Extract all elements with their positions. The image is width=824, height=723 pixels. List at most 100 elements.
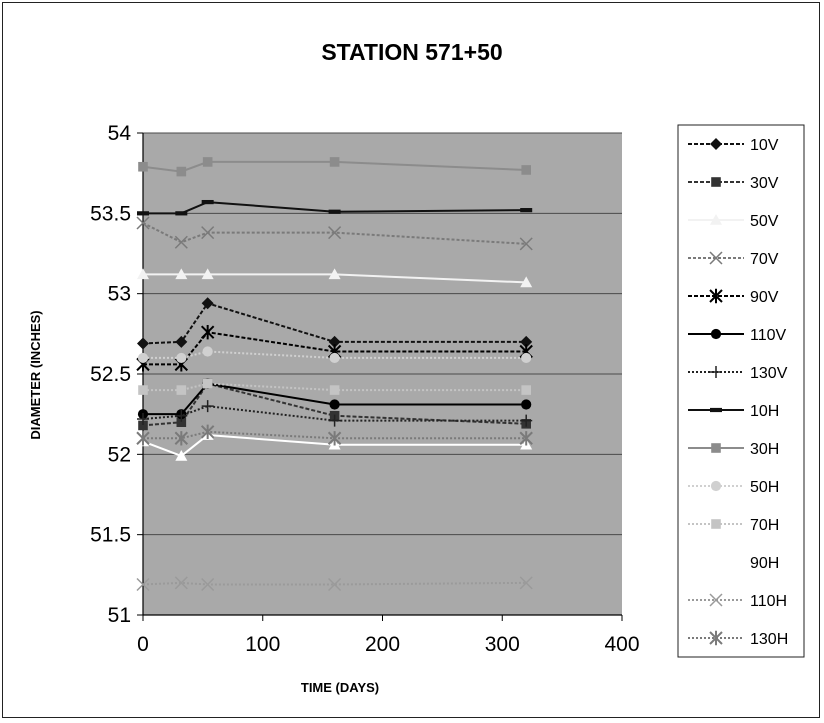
data-point-50v: [328, 268, 341, 280]
chart-title: STATION 571+50: [321, 39, 502, 65]
axes: 51 51.5 52 52.5 53 53.5 54 0 100 200 300 400: [90, 122, 639, 656]
legend-item-70v: 70V: [688, 251, 779, 268]
series-10h: [137, 199, 533, 216]
data-point-130h: [136, 431, 150, 446]
data-point-10v: [201, 297, 214, 310]
y-tick-label: 53: [108, 283, 131, 306]
legend-label-90v: 90V: [750, 289, 779, 306]
legend-label-130h: 130H: [750, 631, 788, 648]
data-point-50v: [137, 268, 149, 280]
data-point-90v: [200, 325, 215, 340]
legend-swatch-marker: [710, 366, 722, 378]
data-point-10v: [328, 335, 341, 348]
data-point-130h: [519, 431, 533, 446]
y-tick-label: 51: [108, 604, 131, 627]
legend-item-90v: 90V: [688, 288, 779, 306]
data-point-70v: [201, 226, 215, 240]
data-point-130h: [200, 424, 215, 440]
data-point-130v: [328, 414, 341, 427]
legend-label-50v: 50V: [750, 213, 779, 230]
data-point-50h: [202, 346, 213, 357]
data-point-70h: [138, 385, 148, 395]
x-tick-label: 200: [365, 633, 400, 656]
legend-swatch-marker: [710, 480, 722, 492]
series-line-130v: [142, 405, 527, 422]
series-layer: [136, 157, 533, 592]
data-point-130v: [137, 412, 149, 425]
data-point-70v: [174, 235, 188, 249]
series-70h: [138, 378, 531, 395]
data-point-30h: [521, 165, 531, 175]
x-tick-label: 0: [137, 633, 149, 656]
legend-item-110h: 110H: [688, 593, 787, 610]
legend-label-30h: 30H: [750, 441, 779, 458]
legend-item-70h: 70H: [688, 517, 779, 534]
x-tick-label: 100: [245, 633, 280, 656]
legend-swatch-marker: [711, 443, 721, 453]
legend-swatch-marker: [711, 177, 721, 187]
legend-swatch-marker: [709, 288, 723, 304]
data-point-70v: [328, 226, 342, 240]
legend-label-70v: 70V: [750, 251, 779, 268]
data-point-30h: [138, 161, 148, 172]
data-point-30h: [329, 157, 340, 167]
legend-label-110h: 110H: [750, 593, 787, 610]
data-point-30v: [138, 420, 148, 431]
series-130v: [137, 400, 533, 427]
data-point-130h: [174, 431, 189, 446]
data-point-50h: [176, 352, 187, 364]
legend-item-130h: 130H: [688, 630, 788, 648]
legend-swatch-marker: [711, 519, 721, 529]
x-tick-label: 300: [485, 633, 520, 656]
data-point-110v: [521, 399, 532, 410]
legend-box: [677, 124, 805, 658]
y-tick-label: 53.5: [90, 202, 131, 225]
data-point-50h: [329, 352, 340, 364]
legend-swatch-marker: [710, 556, 722, 567]
y-tick-label: 54: [108, 122, 132, 145]
legend-item-30h: 30H: [688, 441, 779, 458]
data-point-70v: [519, 237, 533, 251]
data-point-10h: [328, 209, 341, 214]
legend-item-10h: 10H: [688, 403, 779, 420]
data-point-110h: [519, 576, 533, 590]
legend-item-10v: 10V: [688, 137, 779, 154]
legend-swatch-marker: [710, 328, 722, 340]
data-point-10v: [175, 335, 188, 348]
series-90v: [136, 325, 533, 372]
data-point-50v: [201, 268, 214, 280]
data-point-110h: [136, 577, 150, 592]
legend-label-10v: 10V: [750, 137, 779, 154]
legend-swatch-marker: [709, 251, 723, 265]
legend: 10V 30V 50V 70V 90V 110V 130V 10H 30H 50H 70H 90H 11…: [677, 124, 805, 658]
legend-swatch-marker: [710, 214, 722, 225]
data-point-110h: [201, 577, 215, 592]
data-point-10v: [520, 335, 533, 348]
data-point-10h: [520, 208, 533, 213]
data-point-10h: [137, 211, 149, 216]
data-point-70h: [176, 385, 187, 395]
legend-label-30v: 30V: [750, 175, 779, 192]
data-point-70h: [202, 378, 213, 389]
series-110h: [136, 576, 533, 592]
legend-swatch-marker: [710, 138, 722, 150]
series-50h: [137, 346, 532, 364]
data-point-70h: [329, 385, 340, 395]
data-point-110v: [329, 399, 340, 410]
y-tick-label: 52: [108, 443, 131, 466]
data-point-10h: [175, 211, 188, 216]
legend-item-50v: 50V: [688, 213, 779, 230]
legend-item-30v: 30V: [688, 175, 779, 192]
y-tick-label: 52.5: [90, 363, 131, 386]
data-point-30h: [202, 157, 213, 167]
data-point-50h: [137, 352, 149, 364]
legend-item-110v: 110V: [688, 327, 787, 344]
data-point-30v: [176, 417, 187, 427]
legend-label-10h: 10H: [750, 403, 779, 420]
data-point-10h: [201, 199, 214, 205]
legend-swatch-marker: [709, 593, 723, 607]
x-tick-label: 400: [604, 633, 639, 656]
legend-item-90h: 90H: [688, 555, 779, 572]
legend-label-130v: 130V: [750, 365, 788, 382]
